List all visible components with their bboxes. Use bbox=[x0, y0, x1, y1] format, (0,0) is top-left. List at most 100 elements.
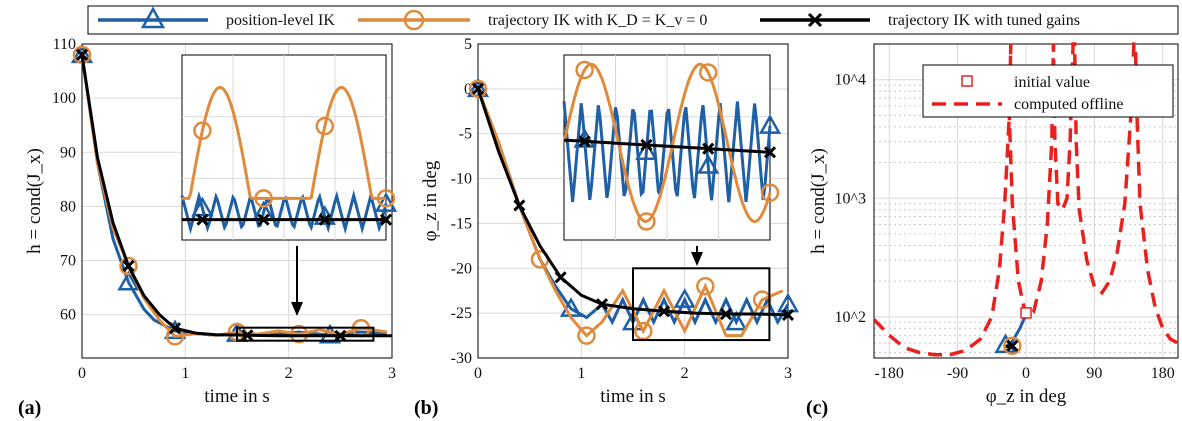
panel-a: 0 1 2 3 60 70 80 90 100 110 time in s h = cond(J_x) bbox=[24, 36, 398, 407]
series-1-marker-6 bbox=[577, 326, 596, 345]
legend-square-icon bbox=[961, 75, 973, 87]
zoom-region-box bbox=[236, 326, 375, 342]
inset-series-line-1 bbox=[562, 62, 772, 224]
inset-series-1-marker-84 bbox=[698, 63, 718, 82]
panel-letter-c: (c) bbox=[806, 397, 828, 419]
series-line-1 bbox=[476, 88, 784, 338]
inset-series-2-marker-120 bbox=[379, 213, 393, 226]
series-2-marker-0 bbox=[75, 48, 89, 61]
inset-series-1-marker-120 bbox=[376, 189, 396, 208]
inset-series-line-0 bbox=[562, 101, 772, 203]
inset-series-2-marker-84 bbox=[318, 213, 331, 226]
series-1-marker-12 bbox=[289, 324, 309, 344]
y-axis-label: h = cond(J_x) bbox=[24, 148, 45, 254]
legend-label-position-ik: position-level IK bbox=[226, 12, 335, 29]
legend-label-initial-value: initial value bbox=[1014, 74, 1090, 91]
initial-value-marker bbox=[1020, 307, 1032, 319]
series-2-marker-12 bbox=[781, 308, 795, 321]
x-tick-label-2: 2 bbox=[285, 365, 293, 382]
inset-series-0-marker-48 bbox=[635, 140, 658, 160]
y-tick-label-6: -25 bbox=[451, 305, 472, 322]
inset-series-2-marker-48 bbox=[640, 138, 653, 152]
series-2-marker-2 bbox=[513, 199, 526, 212]
inset-series-1-marker-12 bbox=[575, 60, 594, 80]
series-2-marker-4 bbox=[554, 271, 567, 284]
legend-label-trajectory-zero: trajectory IK with K_D = K_v = 0 bbox=[488, 12, 707, 29]
axes-frame bbox=[81, 43, 393, 359]
x-tick-label-0: -180 bbox=[875, 365, 904, 382]
y-tick-label-2: -5 bbox=[459, 126, 472, 143]
series-2-marker-12 bbox=[334, 329, 347, 342]
y-tick-label-4: -15 bbox=[451, 215, 472, 232]
y-tick-label-2: 10^4 bbox=[834, 72, 866, 89]
x-axis-label: time in s bbox=[600, 386, 665, 407]
series-2-marker-6 bbox=[595, 298, 609, 311]
inset-series-1-marker-48 bbox=[637, 212, 656, 231]
panel-letter-a: (a) bbox=[18, 397, 41, 419]
inset-series-2-marker-84 bbox=[702, 142, 715, 155]
y-tick-label-3: -10 bbox=[451, 171, 472, 188]
axes-frame bbox=[873, 43, 1179, 359]
x-tick-label-0: 0 bbox=[474, 365, 482, 382]
series-0-marker-20 bbox=[725, 310, 748, 331]
inset-series-1-marker-84 bbox=[315, 116, 335, 136]
x-tick-label-1: 1 bbox=[577, 365, 585, 382]
inset-plot bbox=[562, 54, 782, 241]
x-tick-label-3: 3 bbox=[388, 365, 396, 382]
inset-series-0-marker-120 bbox=[758, 114, 782, 134]
y-tick-label-4: 100 bbox=[52, 90, 76, 107]
panel-c-legend: initial value computed offline bbox=[922, 64, 1174, 118]
y-tick-label-5: -20 bbox=[451, 260, 472, 277]
zoom-arrow-head-icon bbox=[691, 252, 703, 266]
y-tick-label-7: -30 bbox=[451, 350, 472, 367]
panel-letter-b: (b) bbox=[414, 397, 438, 419]
trajectory-orange-marker bbox=[1003, 336, 1022, 356]
y-tick-label-5: 110 bbox=[53, 36, 76, 53]
inset-series-line-1 bbox=[182, 85, 386, 200]
axes-frame bbox=[477, 43, 789, 359]
legend-marker-x-icon bbox=[807, 12, 823, 28]
inset-series-0-marker-120 bbox=[374, 192, 398, 212]
inset-series-2-marker-48 bbox=[257, 213, 270, 226]
inset-series-0-marker-12 bbox=[191, 196, 214, 217]
y-axis-label: h = cond(J_x) bbox=[808, 148, 829, 254]
series-0-marker-15 bbox=[673, 288, 696, 308]
inset-plot bbox=[180, 54, 398, 241]
y-tick-label-1: 0 bbox=[464, 81, 472, 98]
series-2-marker-3 bbox=[122, 259, 135, 273]
series-2-marker-10 bbox=[719, 307, 733, 321]
inset-series-2-marker-12 bbox=[196, 213, 209, 226]
series-2-marker-9 bbox=[241, 329, 254, 342]
y-tick-label-0: 5 bbox=[464, 36, 472, 53]
legend-box bbox=[87, 5, 1179, 35]
panel-c: -180 -90 0 90 180 10^2 10^3 10^4 φ_z in deg h = c… bbox=[808, 42, 1179, 407]
y-tick-label-3: 90 bbox=[60, 144, 76, 161]
y-axis-label: φ_z in deg bbox=[420, 160, 441, 241]
x-tick-label-4: 180 bbox=[1151, 365, 1175, 382]
inset-series-1-marker-48 bbox=[254, 189, 273, 208]
inset-series-2-marker-12 bbox=[578, 135, 591, 148]
trajectory-black-marker bbox=[1006, 339, 1019, 352]
x-tick-label-3: 90 bbox=[1086, 365, 1102, 382]
series-line-2 bbox=[80, 54, 392, 338]
x-tick-label-3: 3 bbox=[784, 365, 792, 382]
inset-series-1-marker-12 bbox=[193, 121, 212, 140]
y-tick-label-2: 80 bbox=[60, 198, 76, 215]
y-tick-label-0: 10^2 bbox=[834, 309, 866, 326]
series-1-marker-0 bbox=[468, 79, 488, 99]
legend-marker-circle-icon bbox=[403, 9, 425, 31]
legend-label-trajectory-tuned: trajectory IK with tuned gains bbox=[888, 12, 1080, 29]
y-tick-label-0: 60 bbox=[60, 307, 76, 324]
y-tick-label-1: 10^3 bbox=[834, 190, 866, 207]
panel-c-legend-box bbox=[922, 64, 1174, 118]
y-tick-label-1: 70 bbox=[60, 253, 76, 270]
series-2-marker-8 bbox=[657, 305, 671, 318]
series-line-computed-offline bbox=[872, 42, 1179, 357]
inset-series-2-marker-120 bbox=[763, 146, 777, 159]
series-2-marker-6 bbox=[168, 322, 182, 335]
legend: position-level IK trajectory IK with K_D… bbox=[87, 5, 1179, 35]
x-tick-label-2: 2 bbox=[681, 365, 689, 382]
x-tick-label-0: 0 bbox=[78, 365, 86, 382]
panel-b: 0 1 2 3 5 0 -5 -10 -15 -20 -25 -30 time in s φ_z in d… bbox=[420, 36, 800, 407]
